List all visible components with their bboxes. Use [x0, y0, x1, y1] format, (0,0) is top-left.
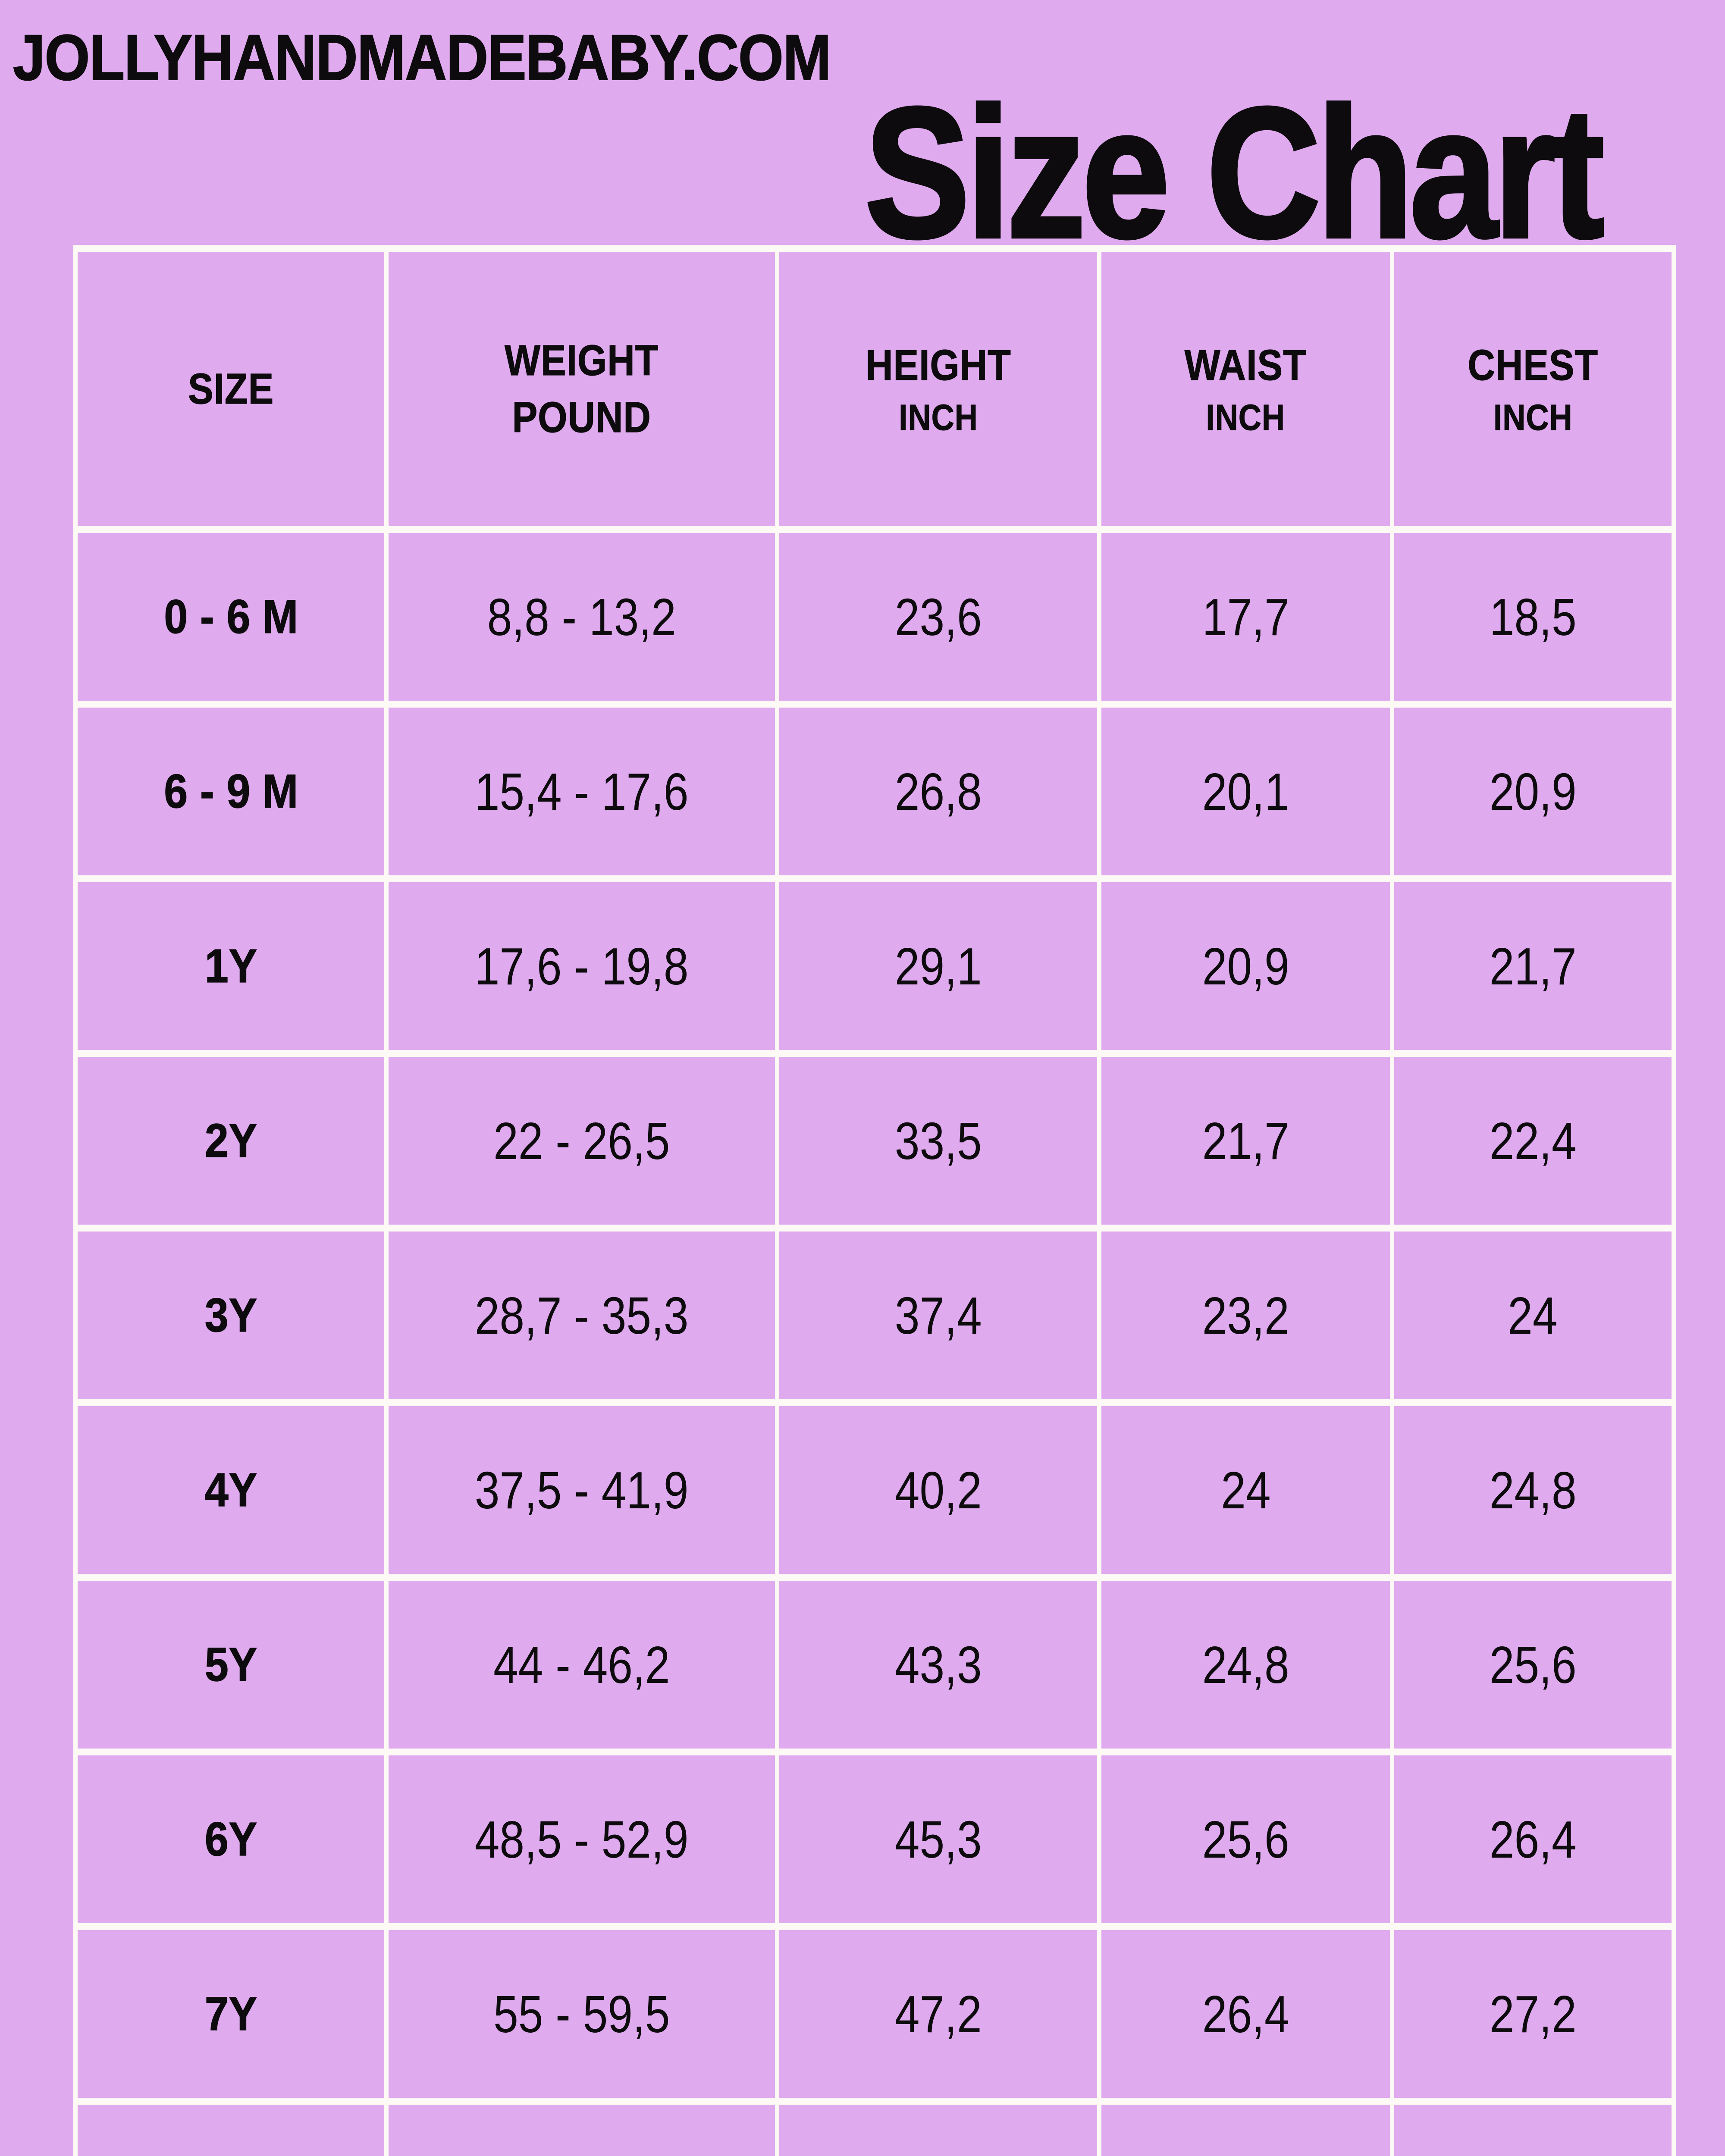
waist-cell: 23,2	[1097, 1225, 1394, 1406]
chest-cell: 18,5	[1389, 526, 1676, 708]
weight-cell: 48,5 - 52,9	[384, 1749, 779, 1930]
column-header-waist: WAIST INCH	[1097, 245, 1394, 533]
column-header-label: HEIGHT	[865, 341, 1011, 389]
table-row-custom-size: Custom Size	[73, 2098, 1676, 2156]
waist-cell: 17,7	[1097, 526, 1394, 708]
waist-cell	[1097, 2098, 1394, 2156]
size-chart-table: SIZE WEIGHT POUND HEIGHT INCH WAIST INCH…	[73, 245, 1676, 2156]
column-header-unit: INCH	[1206, 397, 1286, 438]
height-cell: 40,2	[775, 1399, 1102, 1581]
size-cell: 7Y	[73, 1923, 389, 2105]
size-cell: 5Y	[73, 1574, 389, 1755]
height-cell: 45,3	[775, 1749, 1102, 1930]
weight-cell: 22 - 26,5	[384, 1050, 779, 1232]
weight-cell: 17,6 - 19,8	[384, 875, 779, 1057]
table-row: 3Y 28,7 - 35,3 37,4 23,2 24	[73, 1225, 1676, 1406]
waist-cell: 21,7	[1097, 1050, 1394, 1232]
size-cell: 6Y	[73, 1749, 389, 1930]
size-cell: 6 - 9 M	[73, 701, 389, 882]
waist-cell: 24	[1097, 1399, 1394, 1581]
height-cell: 37,4	[775, 1225, 1102, 1406]
table-row: 4Y 37,5 - 41,9 40,2 24 24,8	[73, 1399, 1676, 1581]
brand-url: JOLLYHANDMADEBABY.COM	[13, 21, 832, 94]
height-cell: 33,5	[775, 1050, 1102, 1232]
height-cell: 47,2	[775, 1923, 1102, 2105]
column-header-unit: INCH	[898, 397, 978, 438]
weight-cell: 28,7 - 35,3	[384, 1225, 779, 1406]
height-cell: 29,1	[775, 875, 1102, 1057]
chest-cell	[1389, 2098, 1676, 2156]
table-row: 0 - 6 M 8,8 - 13,2 23,6 17,7 18,5	[73, 526, 1676, 708]
weight-cell: 55 - 59,5	[384, 1923, 779, 2105]
weight-cell: 8,8 - 13,2	[384, 526, 779, 708]
chest-cell: 21,7	[1389, 875, 1676, 1057]
table-header-row: SIZE WEIGHT POUND HEIGHT INCH WAIST INCH…	[73, 245, 1676, 533]
waist-cell: 20,9	[1097, 875, 1394, 1057]
table-row: 1Y 17,6 - 19,8 29,1 20,9 21,7	[73, 875, 1676, 1057]
size-cell	[73, 2098, 389, 2156]
height-cell: 26,8	[775, 701, 1102, 882]
table-row: 5Y 44 - 46,2 43,3 24,8 25,6	[73, 1574, 1676, 1755]
weight-cell: 44 - 46,2	[384, 1574, 779, 1755]
waist-cell: 20,1	[1097, 701, 1394, 882]
chest-cell: 20,9	[1389, 701, 1676, 882]
column-header-size: SIZE	[73, 245, 389, 533]
table-row: 7Y 55 - 59,5 47,2 26,4 27,2	[73, 1923, 1676, 2105]
column-header-height: HEIGHT INCH	[775, 245, 1102, 533]
chest-cell: 27,2	[1389, 1923, 1676, 2105]
column-header-label: WEIGHT	[505, 336, 659, 385]
waist-cell: 25,6	[1097, 1749, 1394, 1930]
table-row: 6 - 9 M 15,4 - 17,6 26,8 20,1 20,9	[73, 701, 1676, 882]
column-header-unit: POUND	[512, 393, 651, 442]
waist-cell: 24,8	[1097, 1574, 1394, 1755]
size-cell: 2Y	[73, 1050, 389, 1232]
height-cell: 23,6	[775, 526, 1102, 708]
chest-cell: 24,8	[1389, 1399, 1676, 1581]
column-header-unit: INCH	[1493, 397, 1573, 438]
chest-cell: 25,6	[1389, 1574, 1676, 1755]
weight-cell: 15,4 - 17,6	[384, 701, 779, 882]
size-cell: 1Y	[73, 875, 389, 1057]
column-header-weight: WEIGHT POUND	[384, 245, 779, 533]
height-cell: 43,3	[775, 1574, 1102, 1755]
size-cell: 3Y	[73, 1225, 389, 1406]
page-title: Size Chart	[863, 69, 1606, 276]
column-header-label: SIZE	[188, 364, 274, 413]
height-cell	[775, 2098, 1102, 2156]
waist-cell: 26,4	[1097, 1923, 1394, 2105]
size-cell: 0 - 6 M	[73, 526, 389, 708]
column-header-label: CHEST	[1467, 341, 1598, 389]
chest-cell: 24	[1389, 1225, 1676, 1406]
column-header-label: WAIST	[1184, 341, 1307, 389]
chest-cell: 26,4	[1389, 1749, 1676, 1930]
column-header-chest: CHEST INCH	[1389, 245, 1676, 533]
table-row: 6Y 48,5 - 52,9 45,3 25,6 26,4	[73, 1749, 1676, 1930]
size-cell: 4Y	[73, 1399, 389, 1581]
weight-cell: Custom Size	[384, 2098, 779, 2156]
table-row: 2Y 22 - 26,5 33,5 21,7 22,4	[73, 1050, 1676, 1232]
weight-cell: 37,5 - 41,9	[384, 1399, 779, 1581]
chest-cell: 22,4	[1389, 1050, 1676, 1232]
